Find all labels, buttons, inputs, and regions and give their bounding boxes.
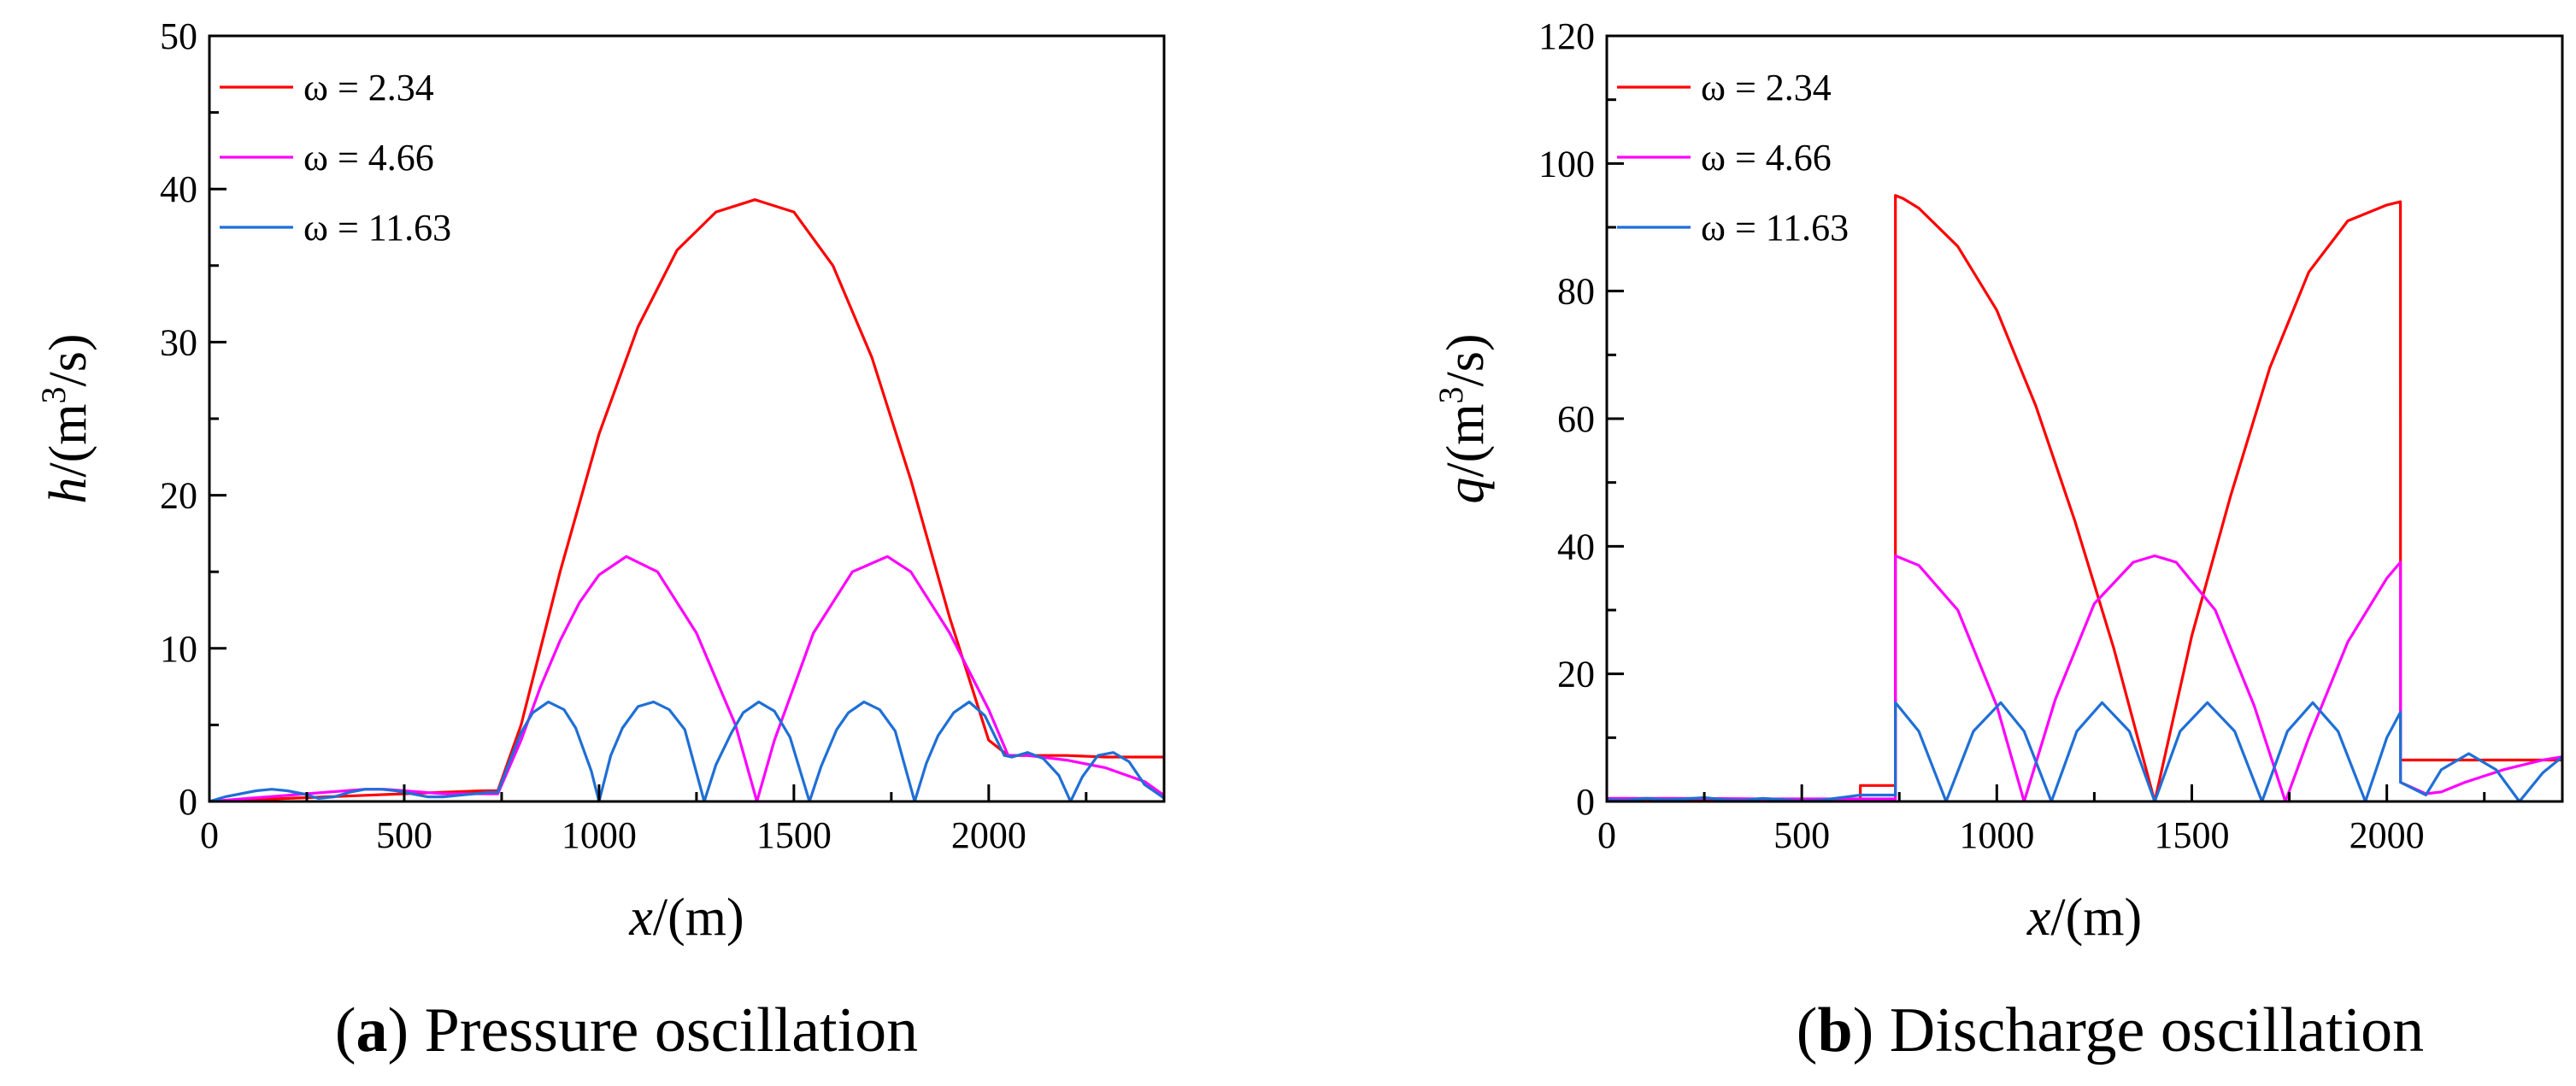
chart-1-x-tick-label-3: 1500 <box>2154 814 2229 856</box>
chart-1-legend-label-1: ω = 4.66 <box>1701 137 1832 179</box>
chart-1-y-tick-label-6: 120 <box>1538 15 1595 57</box>
chart-1-x-axis-title: x/(m) <box>2026 889 2142 947</box>
chart-1-x-tick-label-4: 2000 <box>2350 814 2425 856</box>
chart-0-y-tick-label-3: 30 <box>160 321 197 363</box>
chart-0-x-tick-label-1: 500 <box>376 814 432 856</box>
chart-0-y-axis-title: h/(m3/s) <box>34 333 97 503</box>
chart-1-y-tick-label-4: 80 <box>1557 271 1595 313</box>
chart-0-caption: (a) Pressure oscillation <box>335 995 918 1065</box>
chart-0-y-tick-label-5: 50 <box>160 15 197 57</box>
chart-1-series-line-0 <box>1607 194 2562 801</box>
chart-0-x-tick-label-3: 1500 <box>756 814 832 856</box>
chart-0-x-tick-label-2: 1000 <box>562 814 637 856</box>
chart-1-y-tick-label-1: 20 <box>1557 654 1595 696</box>
chart-0-y-tick-label-1: 10 <box>160 628 197 670</box>
chart-1-x-tick-label-1: 500 <box>1773 814 1830 856</box>
chart-1-y-axis-title: q/(m3/s) <box>1432 333 1495 503</box>
panel-b-discharge-oscillation: 0 500 1000 1500 2000 0 20 40 60 80 100 120 ω = 2.34 ω… <box>1432 15 2564 1065</box>
chart-1-series-line-1 <box>1607 554 2562 801</box>
chart-1-caption: (b) Discharge oscillation <box>1797 995 2424 1065</box>
chart-0-x-tick-label-4: 2000 <box>951 814 1026 856</box>
chart-0-legend-label-1: ω = 4.66 <box>303 137 434 179</box>
chart-1-x-tick-label-0: 0 <box>1597 814 1616 856</box>
chart-1-series-line-2 <box>1607 701 2562 801</box>
chart-0-legend-label-2: ω = 11.63 <box>303 207 451 249</box>
chart-1-x-tick-label-2: 1000 <box>1959 814 2034 856</box>
chart-1-y-tick-label-0: 0 <box>1576 781 1595 823</box>
chart-0-legend-label-0: ω = 2.34 <box>303 67 434 109</box>
chart-0-y-tick-label-4: 40 <box>160 168 197 210</box>
chart-1-y-tick-label-2: 40 <box>1557 525 1595 567</box>
chart-0-x-tick-label-0: 0 <box>200 814 219 856</box>
chart-0-y-tick-label-0: 0 <box>179 781 197 823</box>
chart-1-legend-label-2: ω = 11.63 <box>1701 207 1849 249</box>
chart-0-series-line-1 <box>209 555 1164 801</box>
chart-1-legend-label-0: ω = 2.34 <box>1701 67 1832 109</box>
chart-0-series-line-0 <box>209 198 1164 801</box>
chart-1-y-tick-label-5: 100 <box>1538 143 1595 185</box>
panel-a-pressure-oscillation: 0 500 1000 1500 2000 0 10 20 30 40 50 ω = 2.34 ω = 4… <box>34 15 1166 1065</box>
chart-1-y-tick-label-3: 60 <box>1557 398 1595 440</box>
chart-0-x-axis-title: x/(m) <box>628 889 744 947</box>
chart-0-y-tick-label-2: 20 <box>160 475 197 517</box>
chart-0-series-line-2 <box>209 700 1164 801</box>
